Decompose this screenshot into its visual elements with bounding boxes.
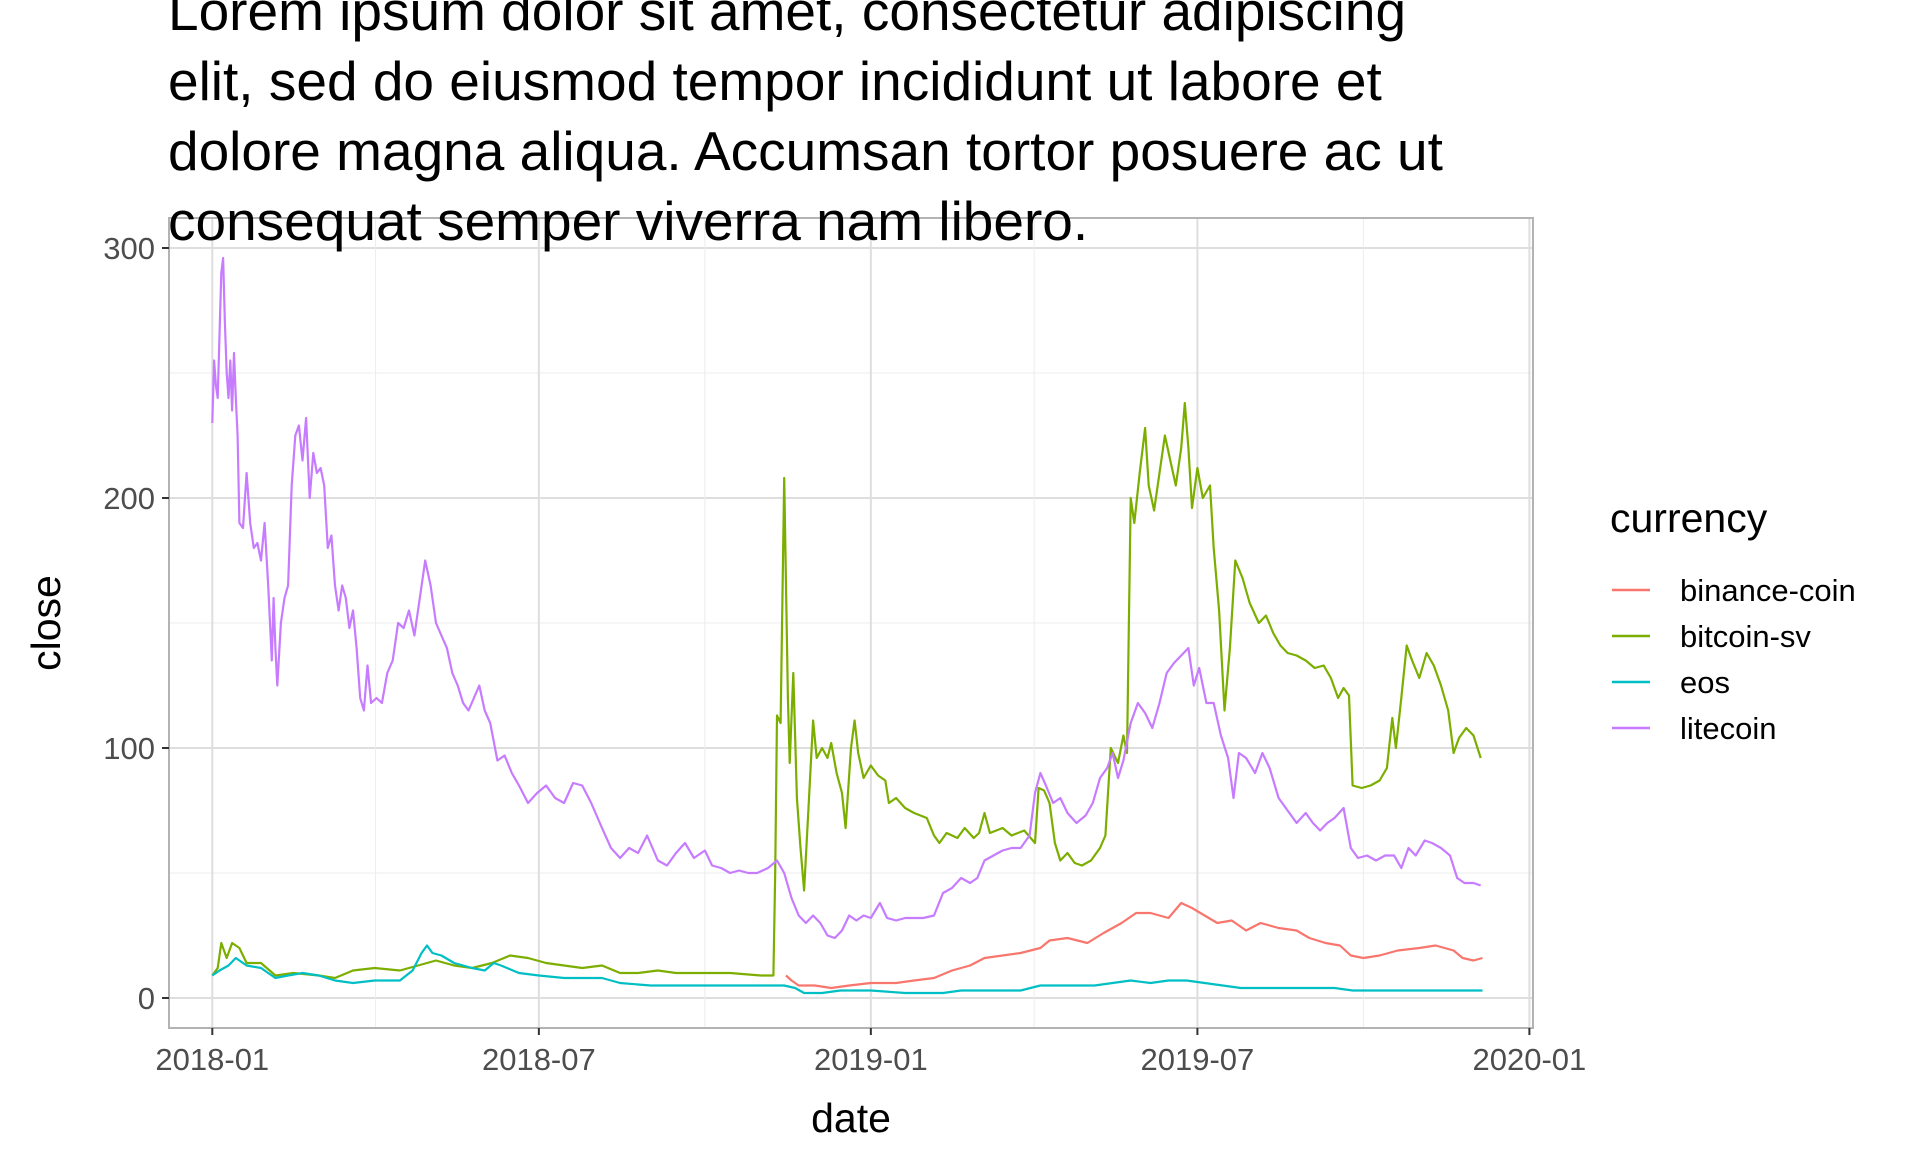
x-axis-title: date: [811, 1095, 891, 1141]
series-line-eos: [211, 944, 1483, 995]
y-tick-label: 0: [138, 981, 155, 1016]
axis-ticks: 0 100 200 300 2018-01 2018-07 2019-01 2019-07 20…: [103, 231, 1586, 1077]
title-line: elit, sed do eiusmod tempor incididunt u…: [168, 50, 1382, 112]
series-line-bitcoin-sv: [211, 401, 1482, 980]
x-tick-label: 2018-01: [155, 1042, 269, 1077]
y-axis-title: close: [23, 575, 69, 671]
y-tick-label: 200: [103, 481, 155, 516]
x-tick-label: 2020-01: [1473, 1042, 1587, 1077]
title-line: dolore magna aliqua. Accumsan tortor pos…: [168, 120, 1443, 182]
title-line: consequat semper viverra nam libero.: [168, 190, 1088, 252]
gridlines: [169, 218, 1533, 1028]
plot-panel-border: [168, 217, 1534, 1029]
series-line-litecoin: [211, 256, 1482, 940]
series-line-binance-coin: [785, 901, 1483, 990]
x-tick-label: 2019-01: [814, 1042, 928, 1077]
legend-label-bitcoin-sv: bitcoin-sv: [1680, 619, 1811, 654]
legend-label-eos: eos: [1680, 665, 1730, 700]
legend-title: currency: [1610, 495, 1768, 541]
y-tick-label: 100: [103, 731, 155, 766]
x-tick-label: 2018-07: [482, 1042, 596, 1077]
title-line: Lorem ipsum dolor sit amet, consectetur …: [168, 0, 1406, 42]
legend-label-litecoin: litecoin: [1680, 711, 1777, 746]
x-tick-label: 2019-07: [1141, 1042, 1255, 1077]
chart-title: Lorem ipsum dolor sit amet, consectetur …: [168, 0, 1443, 252]
series-lines: [211, 256, 1483, 995]
legend: currency binance-coin bitcoin-sv eos liteco…: [1610, 495, 1856, 746]
legend-label-binance-coin: binance-coin: [1680, 573, 1856, 608]
y-tick-label: 300: [103, 231, 155, 266]
